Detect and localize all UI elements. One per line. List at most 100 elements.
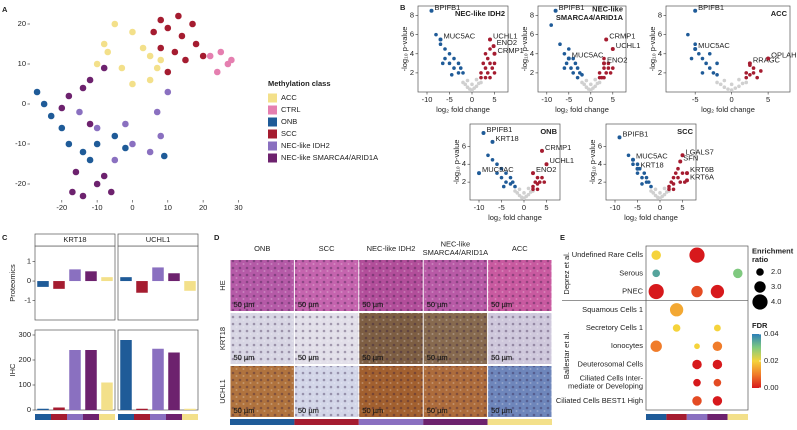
x-tick-label: 0	[658, 203, 662, 212]
legend-label: ACC	[281, 93, 297, 102]
point	[72, 168, 80, 176]
point	[606, 66, 611, 70]
dot	[672, 324, 681, 332]
point	[146, 52, 154, 60]
point	[697, 51, 701, 56]
point	[715, 61, 719, 66]
point	[199, 52, 207, 60]
row-label: Ciliated Cells Inter-	[580, 374, 644, 383]
point	[157, 132, 165, 140]
gene-label: CRMP1	[545, 143, 571, 152]
gene-point	[693, 8, 698, 13]
point	[662, 186, 667, 191]
plot-frame	[645, 245, 749, 411]
point	[438, 42, 443, 47]
point	[558, 42, 562, 47]
point	[508, 175, 513, 180]
dot	[733, 268, 743, 279]
gene-label: KRT6B	[690, 165, 714, 174]
point	[58, 104, 66, 112]
point	[228, 56, 235, 64]
gene-point	[617, 135, 622, 140]
point	[748, 73, 752, 77]
x-tick-label: -5	[446, 95, 453, 104]
image-texture	[488, 366, 552, 417]
bar	[184, 281, 196, 291]
point	[434, 32, 438, 37]
point	[707, 66, 712, 70]
point	[504, 180, 508, 184]
column-swatch	[487, 419, 552, 425]
y-tick-label: 1	[27, 257, 31, 266]
strip-title: KRT18	[63, 235, 86, 244]
gene-label: OPLAH	[771, 51, 796, 60]
point	[642, 171, 647, 175]
image-texture	[230, 260, 294, 311]
x-axis-label: log₂ fold change	[555, 105, 609, 114]
point	[447, 51, 452, 56]
point	[604, 71, 608, 75]
y-tick-label: 8	[530, 11, 534, 20]
x-tick-label: -5	[634, 203, 641, 212]
gene-label: UCHL1	[550, 156, 575, 165]
x-tick-label: -5	[565, 95, 572, 104]
bar	[152, 348, 164, 410]
point	[686, 32, 690, 37]
x-axis-label: log₂ fold change	[624, 213, 678, 222]
point	[626, 153, 631, 158]
bar	[53, 281, 65, 289]
strip	[117, 233, 199, 247]
point	[573, 61, 578, 66]
gene-point	[553, 8, 558, 13]
image-texture	[488, 260, 552, 311]
point	[33, 88, 41, 96]
scale-bar-label: 50 µm	[234, 300, 255, 309]
point	[715, 80, 719, 85]
point	[129, 80, 136, 88]
y-tick-label: 2	[598, 177, 602, 186]
gene-point	[429, 8, 434, 13]
gene-point	[685, 171, 689, 176]
point	[443, 56, 447, 61]
legend-title: Methylation class	[268, 79, 331, 88]
column-swatch	[707, 414, 728, 420]
point	[171, 48, 179, 56]
bar	[53, 407, 65, 410]
gene-point	[490, 139, 495, 144]
point	[79, 84, 87, 92]
point	[722, 85, 727, 90]
image-texture	[230, 366, 294, 417]
point	[540, 175, 544, 180]
point	[488, 47, 492, 51]
point	[567, 47, 571, 51]
panel-letter: B	[400, 3, 406, 12]
y-axis-label: -log₁₀ p-value	[400, 27, 409, 72]
point	[718, 82, 723, 87]
point	[671, 182, 676, 186]
legend-label: NEC-like SMARCA4/ARID1A	[281, 153, 378, 162]
column-swatch	[686, 414, 708, 420]
point	[492, 71, 497, 75]
y-tick-label: 0	[27, 405, 31, 414]
dot	[689, 247, 705, 263]
category-swatch	[150, 414, 166, 420]
point	[711, 71, 716, 75]
category-swatch	[35, 414, 51, 420]
point	[100, 40, 108, 48]
point	[65, 140, 73, 148]
y-axis-label: -log₁₀ p-value	[520, 27, 529, 72]
legend-swatch	[268, 93, 277, 103]
x-tick-label: -5	[692, 95, 699, 104]
point	[602, 75, 606, 80]
y-tick-label: 6	[530, 30, 534, 39]
x-tick-label: -20	[56, 203, 67, 212]
image-texture	[359, 260, 423, 311]
scale-bar-label: 50 µm	[427, 300, 448, 309]
point	[461, 71, 465, 75]
point	[733, 86, 738, 90]
category-swatch	[51, 414, 67, 420]
legend-swatch	[268, 141, 277, 151]
point	[535, 175, 540, 180]
size-key	[754, 281, 766, 293]
